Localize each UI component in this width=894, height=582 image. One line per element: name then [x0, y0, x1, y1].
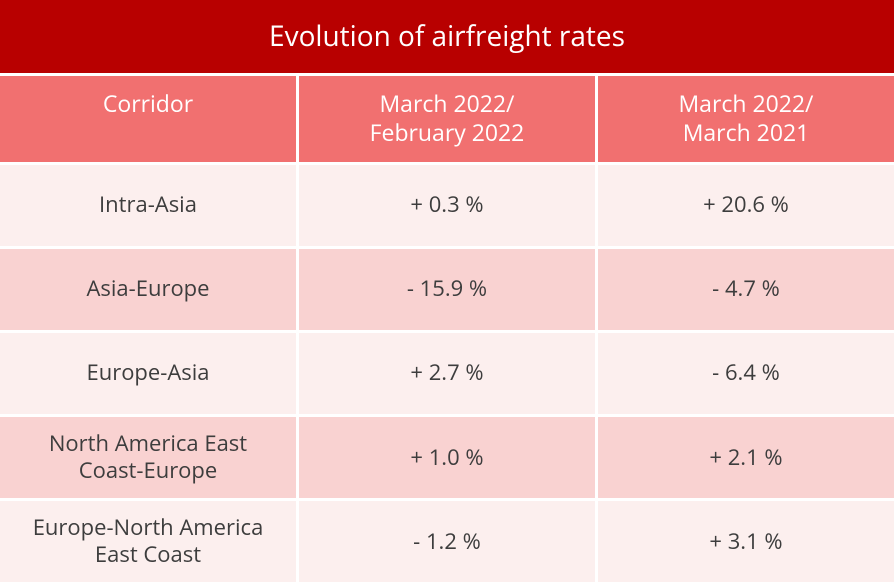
table-header-row: Corridor March 2022/February 2022 March … [0, 76, 894, 165]
table-title: Evolution of airfreight rates [0, 0, 894, 76]
table-row: Asia-Europe - 15.9 % - 4.7 % [0, 249, 894, 333]
cell-yoy: + 20.6 % [595, 165, 894, 246]
col-header-corridor: Corridor [0, 76, 296, 162]
cell-corridor: Asia-Europe [0, 249, 296, 330]
cell-corridor: North America East Coast-Europe [0, 417, 296, 498]
cell-mom: + 0.3 % [296, 165, 595, 246]
col-header-yoy: March 2022/March 2021 [595, 76, 894, 162]
cell-yoy: + 3.1 % [595, 501, 894, 582]
cell-corridor: Intra-Asia [0, 165, 296, 246]
cell-mom: - 1.2 % [296, 501, 595, 582]
cell-yoy: - 6.4 % [595, 333, 894, 414]
cell-corridor: Europe-North America East Coast [0, 501, 296, 582]
cell-mom: + 1.0 % [296, 417, 595, 498]
cell-mom: - 15.9 % [296, 249, 595, 330]
airfreight-rates-table: Evolution of airfreight rates Corridor M… [0, 0, 894, 582]
table-row: Intra-Asia + 0.3 % + 20.6 % [0, 165, 894, 249]
cell-mom: + 2.7 % [296, 333, 595, 414]
cell-yoy: - 4.7 % [595, 249, 894, 330]
col-header-mom: March 2022/February 2022 [296, 76, 595, 162]
cell-yoy: + 2.1 % [595, 417, 894, 498]
table-row: Europe-Asia + 2.7 % - 6.4 % [0, 333, 894, 417]
table-row: North America East Coast-Europe + 1.0 % … [0, 417, 894, 501]
cell-corridor: Europe-Asia [0, 333, 296, 414]
table-row: Europe-North America East Coast - 1.2 % … [0, 501, 894, 582]
